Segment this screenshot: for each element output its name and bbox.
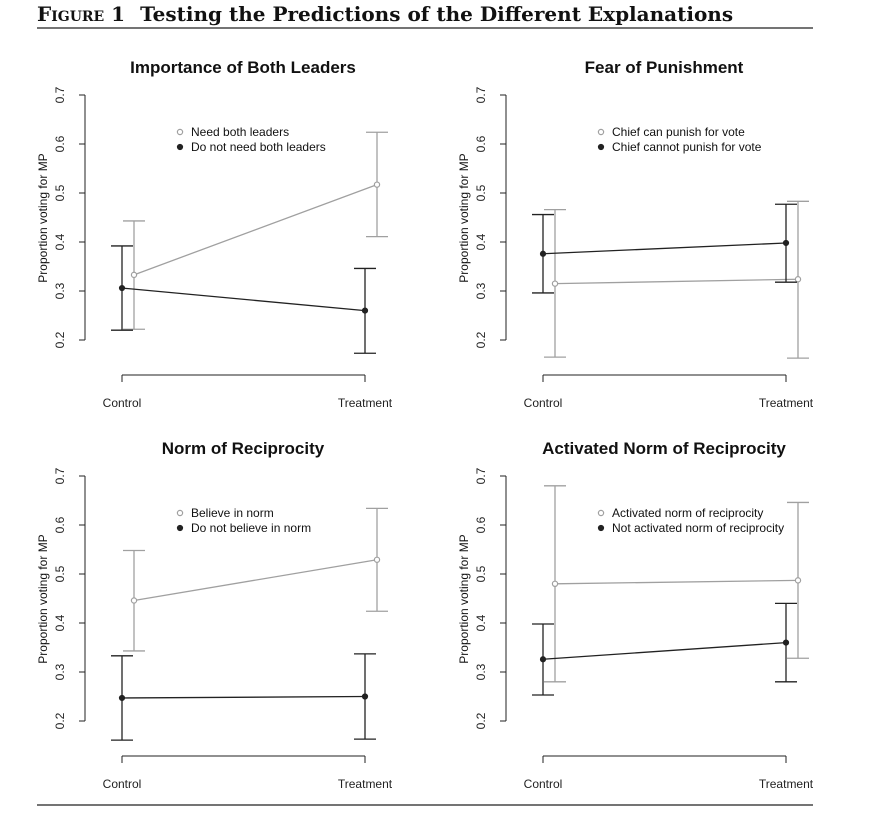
chart-title: Activated Norm of Reciprocity [542,439,786,458]
chart-title: Fear of Punishment [585,58,744,77]
series-line-1 [133,184,378,276]
legend-label: Do not need both leaders [191,140,326,154]
chart-title: Importance of Both Leaders [130,58,356,77]
legend-label: Need both leaders [191,125,289,139]
data-point [118,694,126,702]
y-tick-label: 0.3 [53,282,67,299]
chart-panel-4: Activated Norm of Reciprocity 0.2 0.3 0.4 0.… [457,439,814,791]
x-tick-label: Treatment [759,777,814,791]
legend-label: Not activated norm of reciprocity [612,521,784,535]
legend-label: Do not believe in norm [191,521,311,535]
y-tick-label: 0.5 [474,184,488,201]
data-point [130,271,138,279]
y-tick-label: 0.3 [474,663,488,680]
series-line-1 [554,278,799,285]
x-tick-label: Treatment [338,777,393,791]
y-tick-label: 0.7 [53,86,67,103]
figure-title-text: Testing the Predictions of the Different… [140,2,734,26]
y-axis-label: Proportion voting for MP [36,153,50,282]
data-point [794,577,802,584]
series-line-1 [554,579,799,585]
x-tick-label: Control [103,396,142,410]
y-tick-label: 0.2 [53,331,67,348]
y-tick-label: 0.4 [474,233,488,250]
data-point [373,556,381,563]
legend-label: Chief cannot punish for vote [612,140,762,154]
y-tick-label: 0.5 [53,565,67,582]
chart-panel-1: Importance of Both Leaders 0.2 0.3 0.4 0.5 0.… [36,58,393,410]
y-axis-label: Proportion voting for MP [36,534,50,663]
data-point [130,597,138,604]
chart-panel-3: Norm of Reciprocity 0.2 0.3 0.4 0.5 0.6 0.7 Pro… [36,439,393,791]
legend-marker [176,143,184,151]
y-tick-label: 0.4 [53,233,67,250]
legend-label: Believe in norm [191,506,274,520]
data-point [539,656,547,663]
x-tick-label: Treatment [338,396,393,410]
y-tick-label: 0.6 [53,516,67,533]
x-tick-label: Control [103,777,142,791]
series-line-2 [542,641,787,660]
y-tick-label: 0.3 [53,663,67,680]
x-tick-label: Control [524,396,563,410]
y-tick-label: 0.7 [474,86,488,103]
y-tick-label: 0.2 [474,712,488,729]
legend-marker [597,128,605,136]
y-tick-label: 0.4 [53,614,67,631]
data-point [782,239,790,247]
y-axis-label: Proportion voting for MP [457,534,471,663]
data-point [551,280,559,287]
series-line-2 [121,695,366,699]
data-point [551,580,559,587]
series-line-2 [121,287,366,312]
figure-title: Figure 1 Testing the Predictions of the … [37,2,733,26]
legend-label: Activated norm of reciprocity [612,506,763,520]
y-tick-label: 0.6 [53,135,67,152]
legend-label: Chief can punish for vote [612,125,745,139]
data-point [794,276,802,283]
data-point [539,250,547,257]
legend-marker [176,509,184,517]
y-axis-label: Proportion voting for MP [457,153,471,282]
y-tick-label: 0.7 [474,467,488,484]
y-tick-label: 0.7 [53,467,67,484]
y-tick-label: 0.5 [53,184,67,201]
legend-marker [176,128,184,136]
data-point [118,284,126,292]
x-tick-label: Treatment [759,396,814,410]
x-tick-label: Control [524,777,563,791]
y-tick-label: 0.2 [53,712,67,729]
legend-marker [597,143,605,151]
data-point [373,181,381,188]
y-tick-label: 0.3 [474,282,488,299]
data-point [361,307,369,314]
legend-marker [597,509,605,517]
y-tick-label: 0.6 [474,516,488,533]
data-point [361,693,369,700]
y-tick-label: 0.2 [474,331,488,348]
chart-title: Norm of Reciprocity [162,439,325,458]
y-tick-label: 0.4 [474,614,488,631]
data-point [782,639,790,646]
legend-marker [176,524,184,532]
series-line-2 [542,242,787,255]
legend-marker [597,524,605,532]
chart-panel-2: Fear of Punishment 0.2 0.3 0.4 0.5 0.6 0.7 Prop… [457,58,814,410]
figure-label: Figure 1 [37,2,126,26]
y-tick-label: 0.6 [474,135,488,152]
y-tick-label: 0.5 [474,565,488,582]
series-line-1 [133,559,378,602]
